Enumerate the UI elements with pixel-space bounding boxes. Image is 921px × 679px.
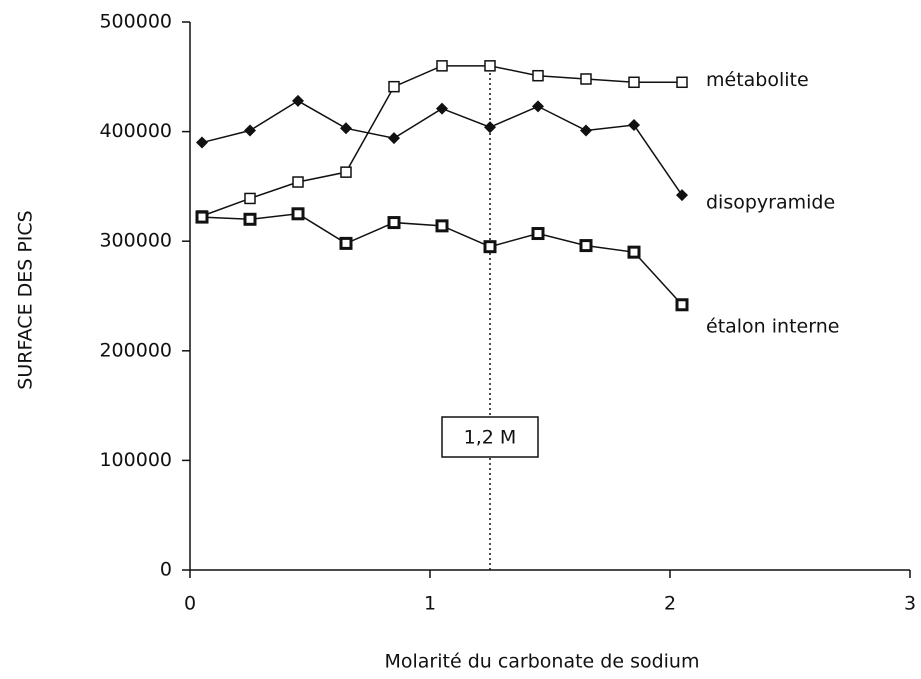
marker <box>580 124 592 137</box>
y-tick-label: 100000 <box>99 449 172 471</box>
x-tick-label: 0 <box>184 593 196 615</box>
marker <box>291 207 305 221</box>
marker <box>340 122 352 135</box>
annotation-label: 1,2 M <box>464 427 517 449</box>
marker <box>627 245 641 259</box>
marker <box>243 212 257 226</box>
marker <box>195 210 209 224</box>
series-label: disopyramide <box>706 192 835 214</box>
marker <box>628 119 640 132</box>
marker <box>579 239 593 253</box>
marker <box>340 166 352 178</box>
y-tick-label: 200000 <box>99 339 172 361</box>
marker <box>483 240 497 254</box>
y-tick-label: 500000 <box>99 11 172 33</box>
marker <box>628 76 640 89</box>
x-axis-title: Molarité du carbonate de sodium <box>384 651 699 673</box>
x-tick-label: 3 <box>904 593 916 615</box>
marker <box>388 132 400 145</box>
marker <box>244 192 256 205</box>
series-label: étalon interne <box>706 315 839 337</box>
marker <box>244 124 256 137</box>
marker <box>292 176 304 188</box>
marker <box>436 102 448 115</box>
marker <box>675 298 689 312</box>
series-line <box>201 100 683 196</box>
marker <box>339 236 353 250</box>
y-axis-title: SURFACE DES PICS <box>15 210 37 389</box>
marker <box>676 76 688 89</box>
annotation-box <box>441 416 539 458</box>
marker <box>292 94 304 107</box>
y-tick-label: 300000 <box>99 230 172 252</box>
series-line <box>201 65 682 217</box>
marker <box>387 216 401 230</box>
marker <box>532 69 544 82</box>
x-tick-label: 1 <box>424 593 436 615</box>
marker <box>676 189 688 202</box>
x-tick-label: 2 <box>664 593 676 615</box>
marker <box>484 60 496 72</box>
marker <box>435 219 449 233</box>
y-tick-label: 400000 <box>99 120 172 142</box>
marker <box>196 136 208 149</box>
y-tick-label: 0 <box>160 559 172 581</box>
marker <box>484 121 496 134</box>
series-label: métabolite <box>706 69 809 91</box>
marker <box>531 227 545 241</box>
marker <box>436 60 448 72</box>
marker <box>580 73 592 85</box>
marker <box>388 80 400 93</box>
marker <box>532 100 544 113</box>
